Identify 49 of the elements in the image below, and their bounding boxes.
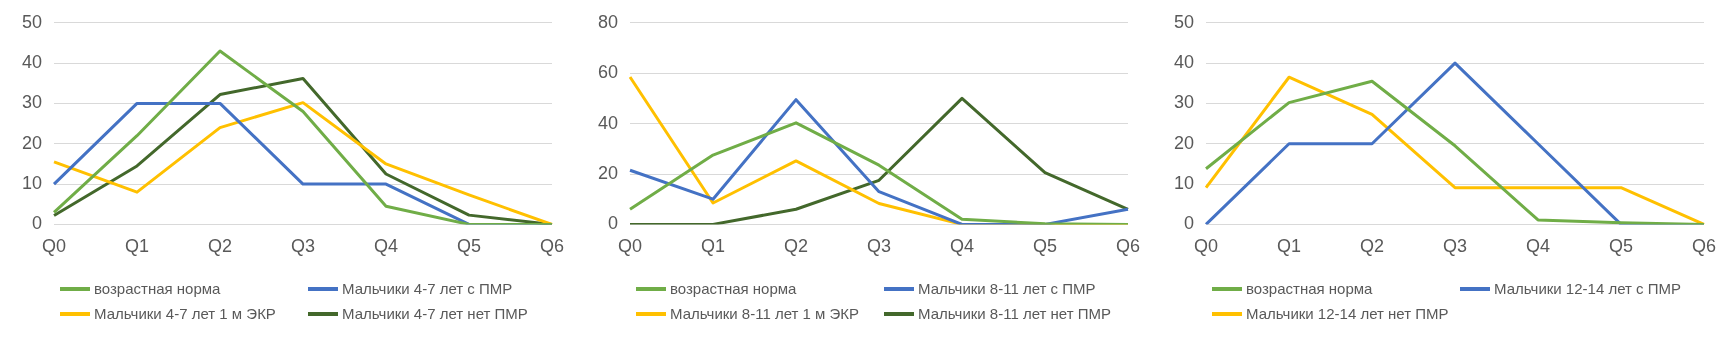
- legend-label: Мальчики 4-7 лет с ПМР: [342, 280, 513, 297]
- y-tick-label: 20: [21, 132, 43, 153]
- y-tick-label: 0: [32, 213, 43, 234]
- x-tick-label: Q1: [701, 236, 726, 257]
- y-tick-label: 50: [21, 11, 43, 32]
- y-tick-label: 40: [597, 112, 619, 133]
- x-tick-label: Q3: [867, 236, 892, 257]
- legend-label: Мальчики 4-7 лет нет ПМР: [342, 305, 528, 322]
- y-tick-label: 0: [608, 213, 619, 234]
- legend-label: возрастная норма: [670, 280, 797, 297]
- x-tick-label: Q3: [291, 236, 316, 257]
- legend-label: Мальчики 8-11 лет нет ПМР: [918, 305, 1112, 322]
- legend-label: Мальчики 4-7 лет 1 м ЭКР: [94, 305, 276, 322]
- x-tick-label: Q6: [539, 236, 564, 257]
- x-tick-label: Q2: [784, 236, 809, 257]
- y-tick-label: 60: [597, 62, 619, 83]
- x-tick-label: Q3: [1443, 236, 1468, 257]
- y-tick-label: 40: [21, 52, 43, 73]
- y-tick-label: 80: [597, 11, 619, 32]
- legend-label: Мальчики 12-14 лет нет ПМР: [1246, 305, 1449, 322]
- y-tick-label: 20: [597, 162, 619, 183]
- y-tick-label: 30: [1173, 92, 1195, 113]
- y-tick-label: 10: [1173, 173, 1195, 194]
- y-tick-label: 50: [1173, 11, 1195, 32]
- legend-label: возрастная норма: [94, 280, 221, 297]
- legend-label: Мальчики 12-14 лет с ПМР: [1494, 280, 1681, 297]
- x-tick-label: Q4: [950, 236, 975, 257]
- x-tick-label: Q6: [1115, 236, 1140, 257]
- x-tick-label: Q1: [1277, 236, 1302, 257]
- legend-label: Мальчики 8-11 лет 1 м ЭКР: [670, 305, 860, 322]
- legend-label: возрастная норма: [1246, 280, 1373, 297]
- x-tick-label: Q0: [618, 236, 643, 257]
- x-tick-label: Q6: [1691, 236, 1716, 257]
- x-tick-label: Q2: [208, 236, 233, 257]
- y-tick-label: 0: [1184, 213, 1195, 234]
- x-tick-label: Q1: [125, 236, 150, 257]
- x-tick-label: Q0: [1194, 236, 1219, 257]
- x-tick-label: Q4: [1526, 236, 1551, 257]
- x-tick-label: Q5: [1032, 236, 1058, 257]
- y-tick-label: 10: [21, 173, 43, 194]
- x-tick-label: Q5: [1608, 236, 1634, 257]
- y-tick-label: 40: [1173, 52, 1195, 73]
- x-tick-label: Q4: [374, 236, 399, 257]
- y-tick-label: 30: [21, 92, 43, 113]
- y-tick-label: 20: [1173, 132, 1195, 153]
- x-tick-label: Q5: [456, 236, 482, 257]
- legend-label: Мальчики 8-11 лет с ПМР: [918, 280, 1096, 297]
- x-tick-label: Q2: [1360, 236, 1385, 257]
- x-tick-label: Q0: [42, 236, 67, 257]
